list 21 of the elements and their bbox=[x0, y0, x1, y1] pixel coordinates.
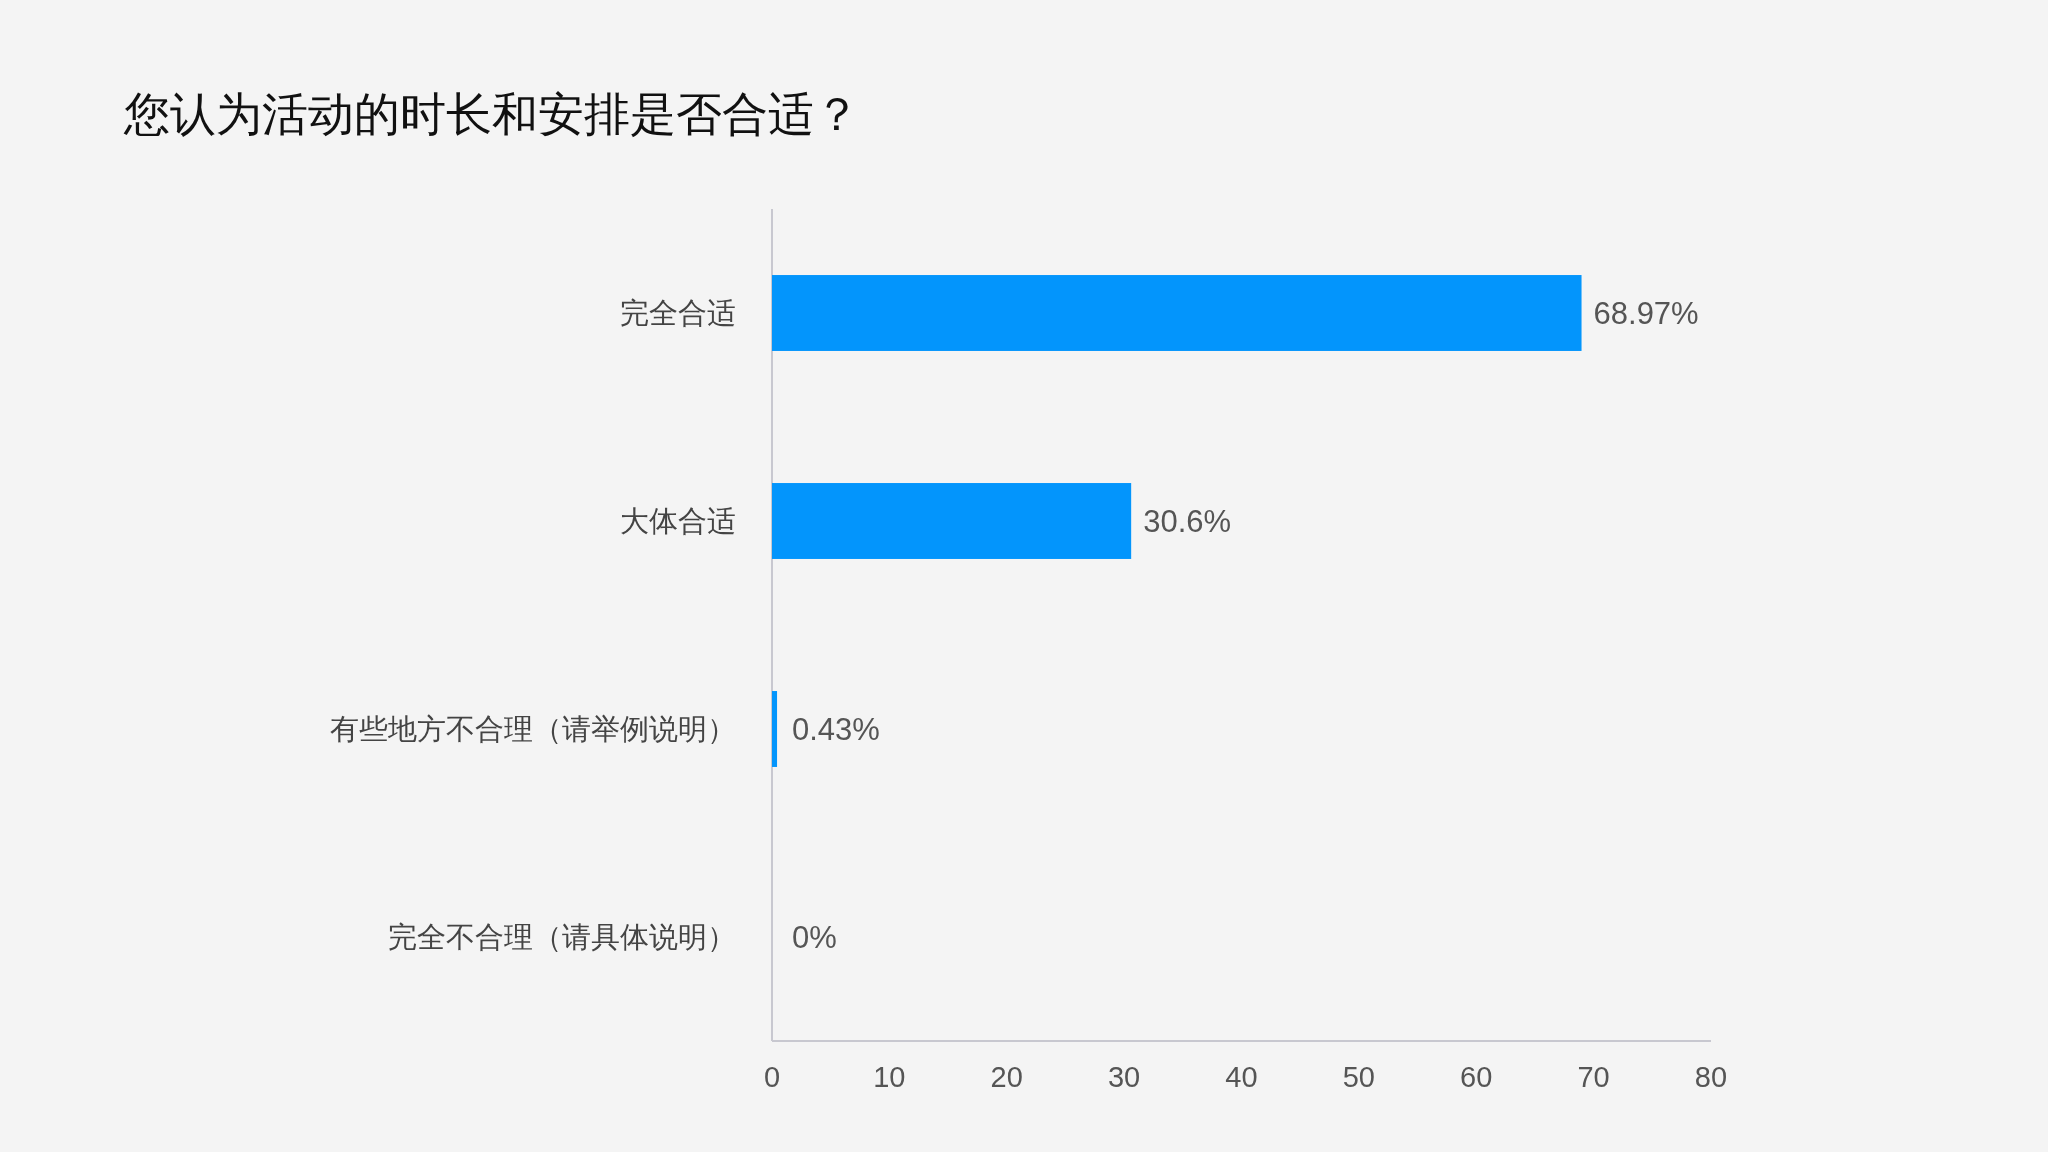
x-tick-label: 30 bbox=[1107, 1061, 1141, 1093]
x-tick-label: 0 bbox=[763, 1061, 781, 1093]
x-tick-label: 70 bbox=[1577, 1061, 1610, 1093]
data-label: 0% bbox=[792, 920, 837, 955]
x-tick-label: 50 bbox=[1342, 1061, 1376, 1093]
data-label: 30.6% bbox=[1143, 504, 1232, 539]
x-tick-label: 60 bbox=[1460, 1061, 1493, 1093]
y-tick-label: 大体合适 bbox=[620, 505, 736, 537]
x-tick-label: 80 bbox=[1694, 1061, 1728, 1093]
y-tick-label: 完全不合理（请具体说明） bbox=[388, 921, 736, 953]
bar bbox=[772, 275, 1582, 351]
data-label: 68.97% bbox=[1593, 296, 1699, 331]
chart-title: 您认为活动的时长和安排是否合适？ bbox=[123, 88, 860, 140]
y-tick-label: 有些地方不合理（请举例说明） bbox=[330, 713, 736, 745]
y-tick-label: 完全合适 bbox=[620, 297, 736, 329]
data-label: 0.43% bbox=[792, 712, 880, 747]
x-tick-label: 20 bbox=[990, 1061, 1023, 1093]
bar bbox=[772, 483, 1132, 559]
x-tick-label: 10 bbox=[873, 1061, 906, 1093]
x-tick-label: 40 bbox=[1225, 1061, 1258, 1093]
bar bbox=[772, 691, 778, 767]
